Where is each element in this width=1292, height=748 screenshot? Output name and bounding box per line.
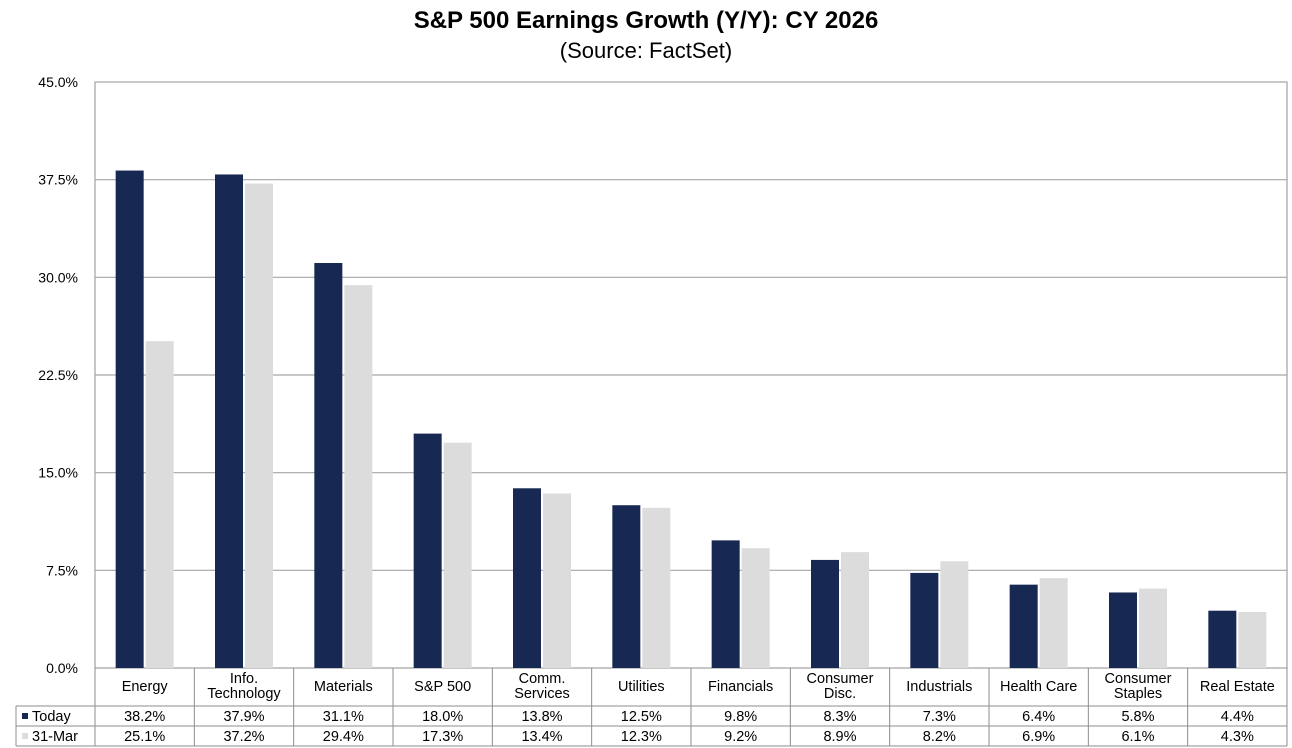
- data-label: 6.1%: [1121, 729, 1154, 745]
- bar-31-mar: [1238, 612, 1267, 668]
- data-label: 13.8%: [521, 709, 562, 725]
- category-label: Comm. Services: [514, 671, 570, 702]
- bar-today: [1109, 592, 1137, 668]
- bar-today: [513, 488, 541, 668]
- data-label: 37.2%: [223, 729, 264, 745]
- bar-today: [811, 559, 839, 668]
- data-label: 6.4%: [1022, 709, 1055, 725]
- category-label: Health Care: [1000, 679, 1077, 695]
- y-tick-label: 37.5%: [38, 172, 78, 188]
- category-label: Utilities: [618, 679, 665, 695]
- bar-31-mar: [443, 442, 472, 668]
- legend-swatch: [22, 713, 28, 719]
- category-label: Financials: [708, 679, 773, 695]
- bar-31-mar: [642, 507, 671, 668]
- bar-31-mar: [145, 341, 174, 668]
- bar-31-mar: [741, 548, 770, 668]
- bar-today: [612, 505, 641, 668]
- bar-31-mar: [543, 493, 571, 668]
- bar-31-mar: [245, 183, 273, 668]
- bar-today: [115, 170, 144, 668]
- data-label: 25.1%: [124, 729, 165, 745]
- y-tick-label: 45.0%: [38, 74, 78, 90]
- data-label: 4.4%: [1221, 709, 1254, 725]
- plot-area: 0.0% 7.5% 15.0% 22.5% 30.0% 37.5% 45.0% Energy I…: [15, 74, 1288, 747]
- bar-today: [413, 433, 442, 668]
- chart-subtitle: (Source: FactSet): [560, 38, 732, 63]
- data-label: 6.9%: [1022, 729, 1055, 745]
- chart-title: S&P 500 Earnings Growth (Y/Y): CY 2026: [414, 7, 879, 34]
- data-label: 9.8%: [724, 709, 757, 725]
- y-tick-label: 15.0%: [38, 465, 78, 481]
- legend-label: Today: [32, 709, 71, 725]
- data-label: 12.3%: [621, 729, 662, 745]
- data-label: 31.1%: [323, 709, 364, 725]
- y-tick-label: 0.0%: [46, 660, 78, 676]
- bar-today: [314, 263, 343, 668]
- y-tick-label: 22.5%: [38, 367, 78, 383]
- category-label: Consumer Disc.: [807, 671, 874, 702]
- bar-31-mar: [940, 561, 969, 668]
- bar-31-mar: [1139, 588, 1167, 668]
- data-label: 12.5%: [621, 709, 662, 725]
- bar-today: [1208, 610, 1237, 668]
- y-tick-label: 7.5%: [46, 562, 78, 578]
- data-label: 8.2%: [923, 729, 956, 745]
- data-label: 38.2%: [124, 709, 165, 725]
- bar-today: [1009, 584, 1038, 668]
- category-label: Consumer Staples: [1105, 671, 1172, 702]
- data-label: 37.9%: [223, 709, 264, 725]
- y-tick-label: 30.0%: [38, 269, 78, 285]
- data-label: 18.0%: [422, 709, 463, 725]
- data-label: 8.9%: [823, 729, 856, 745]
- data-label: 4.3%: [1221, 729, 1254, 745]
- category-label: Info. Technology: [207, 671, 281, 702]
- data-label: 7.3%: [923, 709, 956, 725]
- category-label: Materials: [314, 679, 373, 695]
- legend-label: 31-Mar: [32, 729, 78, 745]
- category-label: Energy: [122, 679, 169, 695]
- bar-today: [711, 540, 740, 668]
- data-label: 9.2%: [724, 729, 757, 745]
- category-label: Real Estate: [1200, 679, 1275, 695]
- data-label: 13.4%: [521, 729, 562, 745]
- legend-swatch: [22, 733, 28, 739]
- data-label: 8.3%: [823, 709, 856, 725]
- bar-31-mar: [1039, 578, 1068, 668]
- data-label: 5.8%: [1121, 709, 1154, 725]
- bar-today: [215, 174, 243, 669]
- bar-today: [910, 572, 939, 668]
- bar-31-mar: [841, 552, 869, 668]
- data-label: 29.4%: [323, 729, 364, 745]
- bar-31-mar: [344, 285, 373, 668]
- category-label: Industrials: [906, 679, 972, 695]
- category-label: S&P 500: [414, 679, 471, 695]
- data-label: 17.3%: [422, 729, 463, 745]
